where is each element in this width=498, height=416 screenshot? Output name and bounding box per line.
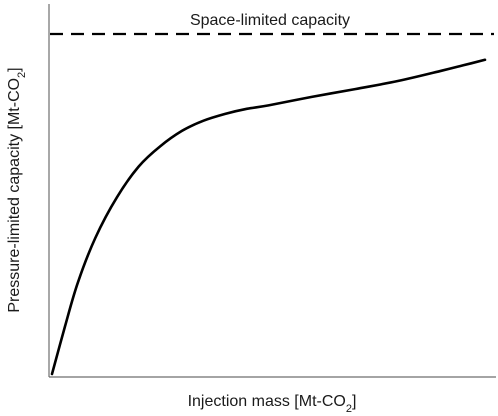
y-axis-label: Pressure-limited capacity [Mt-CO2] xyxy=(6,67,28,312)
y-axis-label-end: ] xyxy=(6,67,23,71)
y-axis-label-main: Pressure-limited capacity [Mt-CO xyxy=(6,78,23,313)
pressure-limited-capacity-curve xyxy=(50,58,487,376)
x-axis-label-subscript: 2 xyxy=(346,403,352,415)
y-axis-label-subscript: 2 xyxy=(16,72,28,78)
x-axis-label-end: ] xyxy=(352,393,356,410)
x-axis-label: Injection mass [Mt-CO2] xyxy=(188,393,357,415)
x-axis-label-main: Injection mass [Mt-CO xyxy=(188,393,346,410)
space-limited-capacity-label: Space-limited capacity xyxy=(190,12,350,29)
